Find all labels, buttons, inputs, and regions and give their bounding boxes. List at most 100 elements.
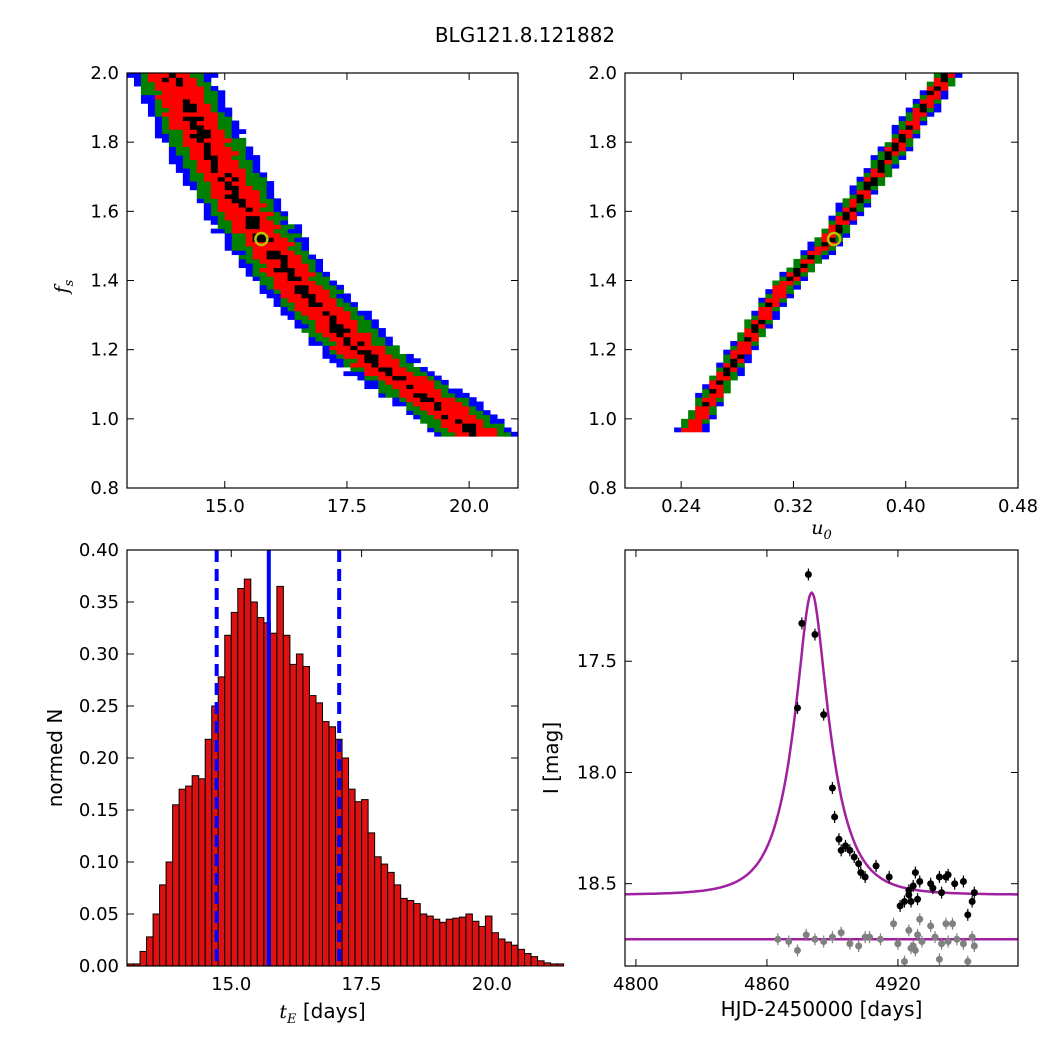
sigma4-cell bbox=[266, 194, 275, 199]
sigma1-cell bbox=[308, 293, 317, 299]
sigma2-cell bbox=[772, 289, 780, 294]
sigma2-cell bbox=[751, 336, 759, 342]
sigma3-cell bbox=[364, 375, 372, 381]
sigma2-cell bbox=[765, 315, 773, 320]
sigma2-cell bbox=[371, 366, 379, 372]
sigma3-cell bbox=[723, 358, 731, 364]
sigma4-cell bbox=[336, 293, 344, 299]
sigma3-cell bbox=[455, 397, 463, 403]
sigma1-cell bbox=[203, 129, 212, 135]
sigma2-cell bbox=[224, 163, 233, 169]
sigma3-cell bbox=[175, 146, 184, 152]
sigma3-cell bbox=[870, 185, 879, 191]
sigma1-cell bbox=[877, 168, 886, 173]
sigma2-cell bbox=[926, 94, 935, 100]
sigma3-cell bbox=[154, 103, 163, 109]
sigma3-cell bbox=[238, 137, 247, 143]
sigma2-cell bbox=[280, 289, 289, 294]
sigma3-cell bbox=[210, 107, 219, 113]
sigma2-cell bbox=[772, 284, 780, 290]
p1-ytick-label: 1.6 bbox=[90, 201, 119, 222]
sigma3-cell bbox=[161, 107, 170, 113]
sigma2-cell bbox=[196, 159, 205, 165]
sigma3-cell bbox=[751, 315, 759, 320]
histogram-bar bbox=[504, 941, 512, 967]
sigma3-cell bbox=[147, 85, 156, 91]
sigma3-cell bbox=[357, 315, 365, 320]
sigma3-cell bbox=[182, 163, 191, 169]
sigma3-cell bbox=[203, 90, 212, 96]
sigma3-cell bbox=[259, 194, 268, 199]
sigma2-cell bbox=[231, 168, 240, 173]
sigma2-cell bbox=[406, 397, 414, 403]
sigma2-cell bbox=[308, 284, 317, 290]
sigma2-cell bbox=[420, 375, 428, 381]
sigma3-cell bbox=[350, 366, 358, 372]
sigma2-cell bbox=[350, 362, 358, 368]
sigma4-cell bbox=[322, 271, 330, 277]
sigma2-cell bbox=[196, 146, 205, 152]
sigma3-cell bbox=[203, 185, 212, 191]
data-point bbox=[793, 704, 801, 712]
histogram-bar bbox=[354, 801, 363, 967]
sigma2-cell bbox=[343, 332, 351, 338]
data-point bbox=[935, 873, 943, 881]
sigma2-cell bbox=[772, 293, 780, 299]
sigma4-cell bbox=[919, 120, 928, 126]
sigma4-cell bbox=[926, 111, 935, 117]
histogram-bar bbox=[146, 936, 154, 967]
sigma1-cell bbox=[245, 219, 254, 225]
histogram-bar bbox=[165, 861, 174, 967]
sigma4-cell bbox=[301, 241, 310, 247]
sigma2-cell bbox=[441, 418, 449, 424]
sigma2-cell bbox=[455, 423, 463, 428]
sigma2-cell bbox=[217, 163, 226, 169]
sigma2-cell bbox=[273, 280, 282, 286]
sigma3-cell bbox=[280, 302, 289, 307]
sigma2-cell bbox=[730, 366, 738, 372]
data-point-secondary bbox=[918, 938, 926, 946]
sigma4-cell bbox=[821, 254, 830, 260]
p1-ytick-label: 0.8 bbox=[90, 478, 119, 499]
sigma1-cell bbox=[196, 124, 205, 130]
sigma2-cell bbox=[490, 427, 498, 433]
sigma4-cell bbox=[140, 94, 149, 100]
sigma4-cell bbox=[329, 280, 337, 286]
sigma1-cell bbox=[231, 185, 240, 191]
sigma3-cell bbox=[287, 224, 296, 230]
sigma1-cell bbox=[189, 120, 198, 126]
sigma2-cell bbox=[315, 323, 323, 329]
sigma2-cell bbox=[737, 358, 745, 364]
sigma2-cell bbox=[940, 85, 949, 91]
sigma4-cell bbox=[217, 90, 226, 96]
sigma3-cell bbox=[273, 211, 282, 217]
sigma1-cell bbox=[315, 302, 323, 307]
data-point-secondary bbox=[837, 929, 845, 937]
sigma2-cell bbox=[716, 392, 724, 398]
sigma4-cell bbox=[406, 353, 414, 359]
sigma4-cell bbox=[308, 336, 317, 342]
sigma1-cell bbox=[807, 254, 815, 260]
sigma3-cell bbox=[315, 280, 323, 286]
te-histogram-panel: 15.0 17.5 20.00.000.050.100.150.200.250.30… bbox=[43, 540, 565, 1027]
data-point bbox=[835, 835, 843, 843]
sigma2-cell bbox=[154, 94, 163, 100]
sigma2-cell bbox=[224, 159, 233, 165]
sigma1-cell bbox=[744, 336, 752, 342]
sigma2-cell bbox=[716, 375, 724, 381]
sigma4-cell bbox=[765, 323, 773, 329]
p2-ytick-label: 2.0 bbox=[588, 63, 617, 84]
sigma4-cell bbox=[709, 414, 717, 420]
p2-frame bbox=[624, 72, 1019, 489]
sigma2-cell bbox=[350, 323, 358, 329]
sigma2-cell bbox=[210, 116, 219, 122]
sigma1-cell bbox=[231, 176, 240, 182]
sigma3-cell bbox=[814, 254, 822, 260]
sigma3-cell bbox=[273, 219, 282, 225]
sigma4-cell bbox=[849, 185, 858, 191]
sigma2-cell bbox=[336, 319, 344, 325]
sigma3-cell bbox=[371, 336, 379, 342]
sigma2-cell bbox=[702, 414, 710, 420]
sigma3-cell bbox=[245, 172, 254, 178]
p1-cells bbox=[127, 73, 519, 437]
